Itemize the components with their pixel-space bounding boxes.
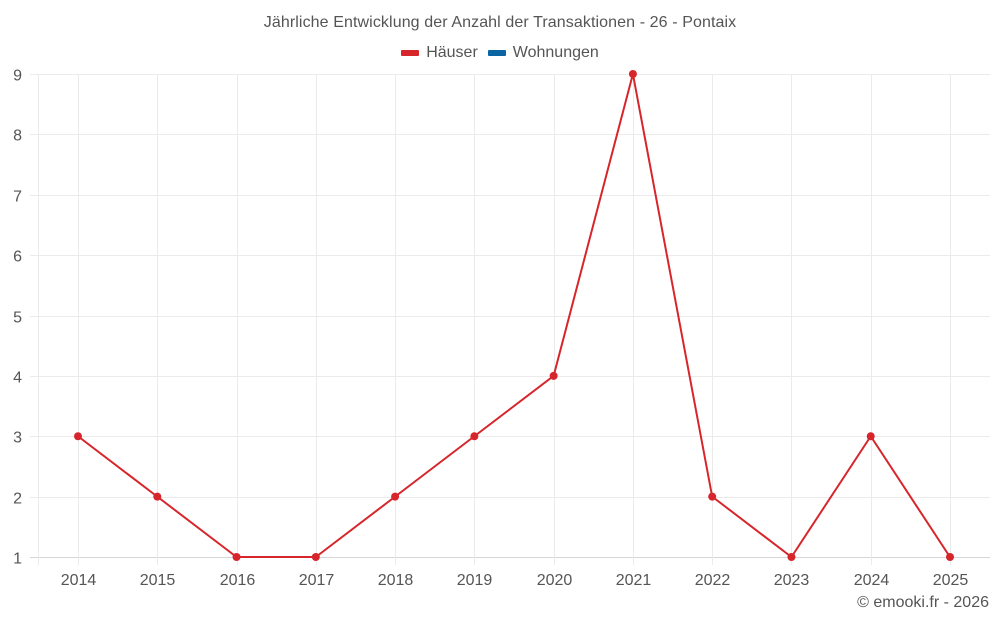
chart-title: Jährliche Entwicklung der Anzahl der Tra… — [263, 14, 737, 31]
data-point[interactable] — [311, 553, 320, 561]
x-tick-label: 2024 — [854, 572, 890, 589]
data-point[interactable] — [628, 70, 637, 78]
x-tick-label: 2014 — [61, 572, 97, 589]
y-tick-label: 1 — [13, 551, 22, 568]
data-point[interactable] — [391, 492, 400, 501]
legend-item-wohnungen[interactable]: Wohnungen — [487, 44, 599, 62]
data-point[interactable] — [232, 553, 241, 561]
horizontal-gridlines — [30, 74, 990, 558]
x-tick-label: 2023 — [774, 572, 810, 589]
x-axis-labels: 2014 2015 2016 2017 2018 2019 2020 2021 2022 2023… — [61, 572, 969, 589]
legend: Häuser Wohnungen — [0, 44, 1000, 62]
y-tick-label: 8 — [13, 128, 22, 145]
y-tick-label: 5 — [13, 310, 22, 327]
data-point[interactable] — [708, 492, 717, 501]
credit-text: © emooki.fr - 2026 — [857, 594, 989, 611]
legend-label-haeuser: Häuser — [426, 44, 478, 61]
x-tick-label: 2021 — [616, 572, 652, 589]
y-tick-label: 3 — [13, 430, 22, 447]
x-tick-label: 2022 — [695, 572, 731, 589]
x-tick-label: 2020 — [537, 572, 573, 589]
series-layer — [74, 70, 954, 561]
y-tick-label: 9 — [13, 68, 22, 85]
vertical-gridlines — [38, 74, 951, 565]
x-tick-label: 2016 — [220, 572, 256, 589]
data-point[interactable] — [549, 371, 558, 380]
data-point[interactable] — [74, 432, 82, 441]
x-tick-label: 2015 — [140, 572, 176, 589]
x-tick-label: 2025 — [933, 572, 969, 589]
x-tick-label: 2018 — [378, 572, 414, 589]
x-tick-label: 2019 — [457, 572, 493, 589]
y-tick-label: 6 — [13, 249, 22, 266]
data-point[interactable] — [470, 432, 479, 441]
y-tick-label: 2 — [13, 491, 22, 508]
x-tick-label: 2017 — [299, 572, 335, 589]
y-tick-label: 7 — [13, 189, 22, 206]
data-point[interactable] — [866, 432, 875, 441]
data-point[interactable] — [153, 492, 162, 501]
legend-swatch-haeuser — [401, 50, 420, 56]
legend-item-haeuser[interactable]: Häuser — [401, 44, 478, 62]
y-axis-labels: 1 2 3 4 5 6 7 8 9 — [13, 68, 22, 568]
series-line-0 — [77, 73, 951, 558]
data-point[interactable] — [787, 553, 796, 561]
y-tick-label: 4 — [13, 370, 22, 387]
data-point[interactable] — [946, 553, 954, 561]
legend-swatch-wohnungen — [487, 50, 506, 56]
legend-label-wohnungen: Wohnungen — [512, 44, 599, 61]
